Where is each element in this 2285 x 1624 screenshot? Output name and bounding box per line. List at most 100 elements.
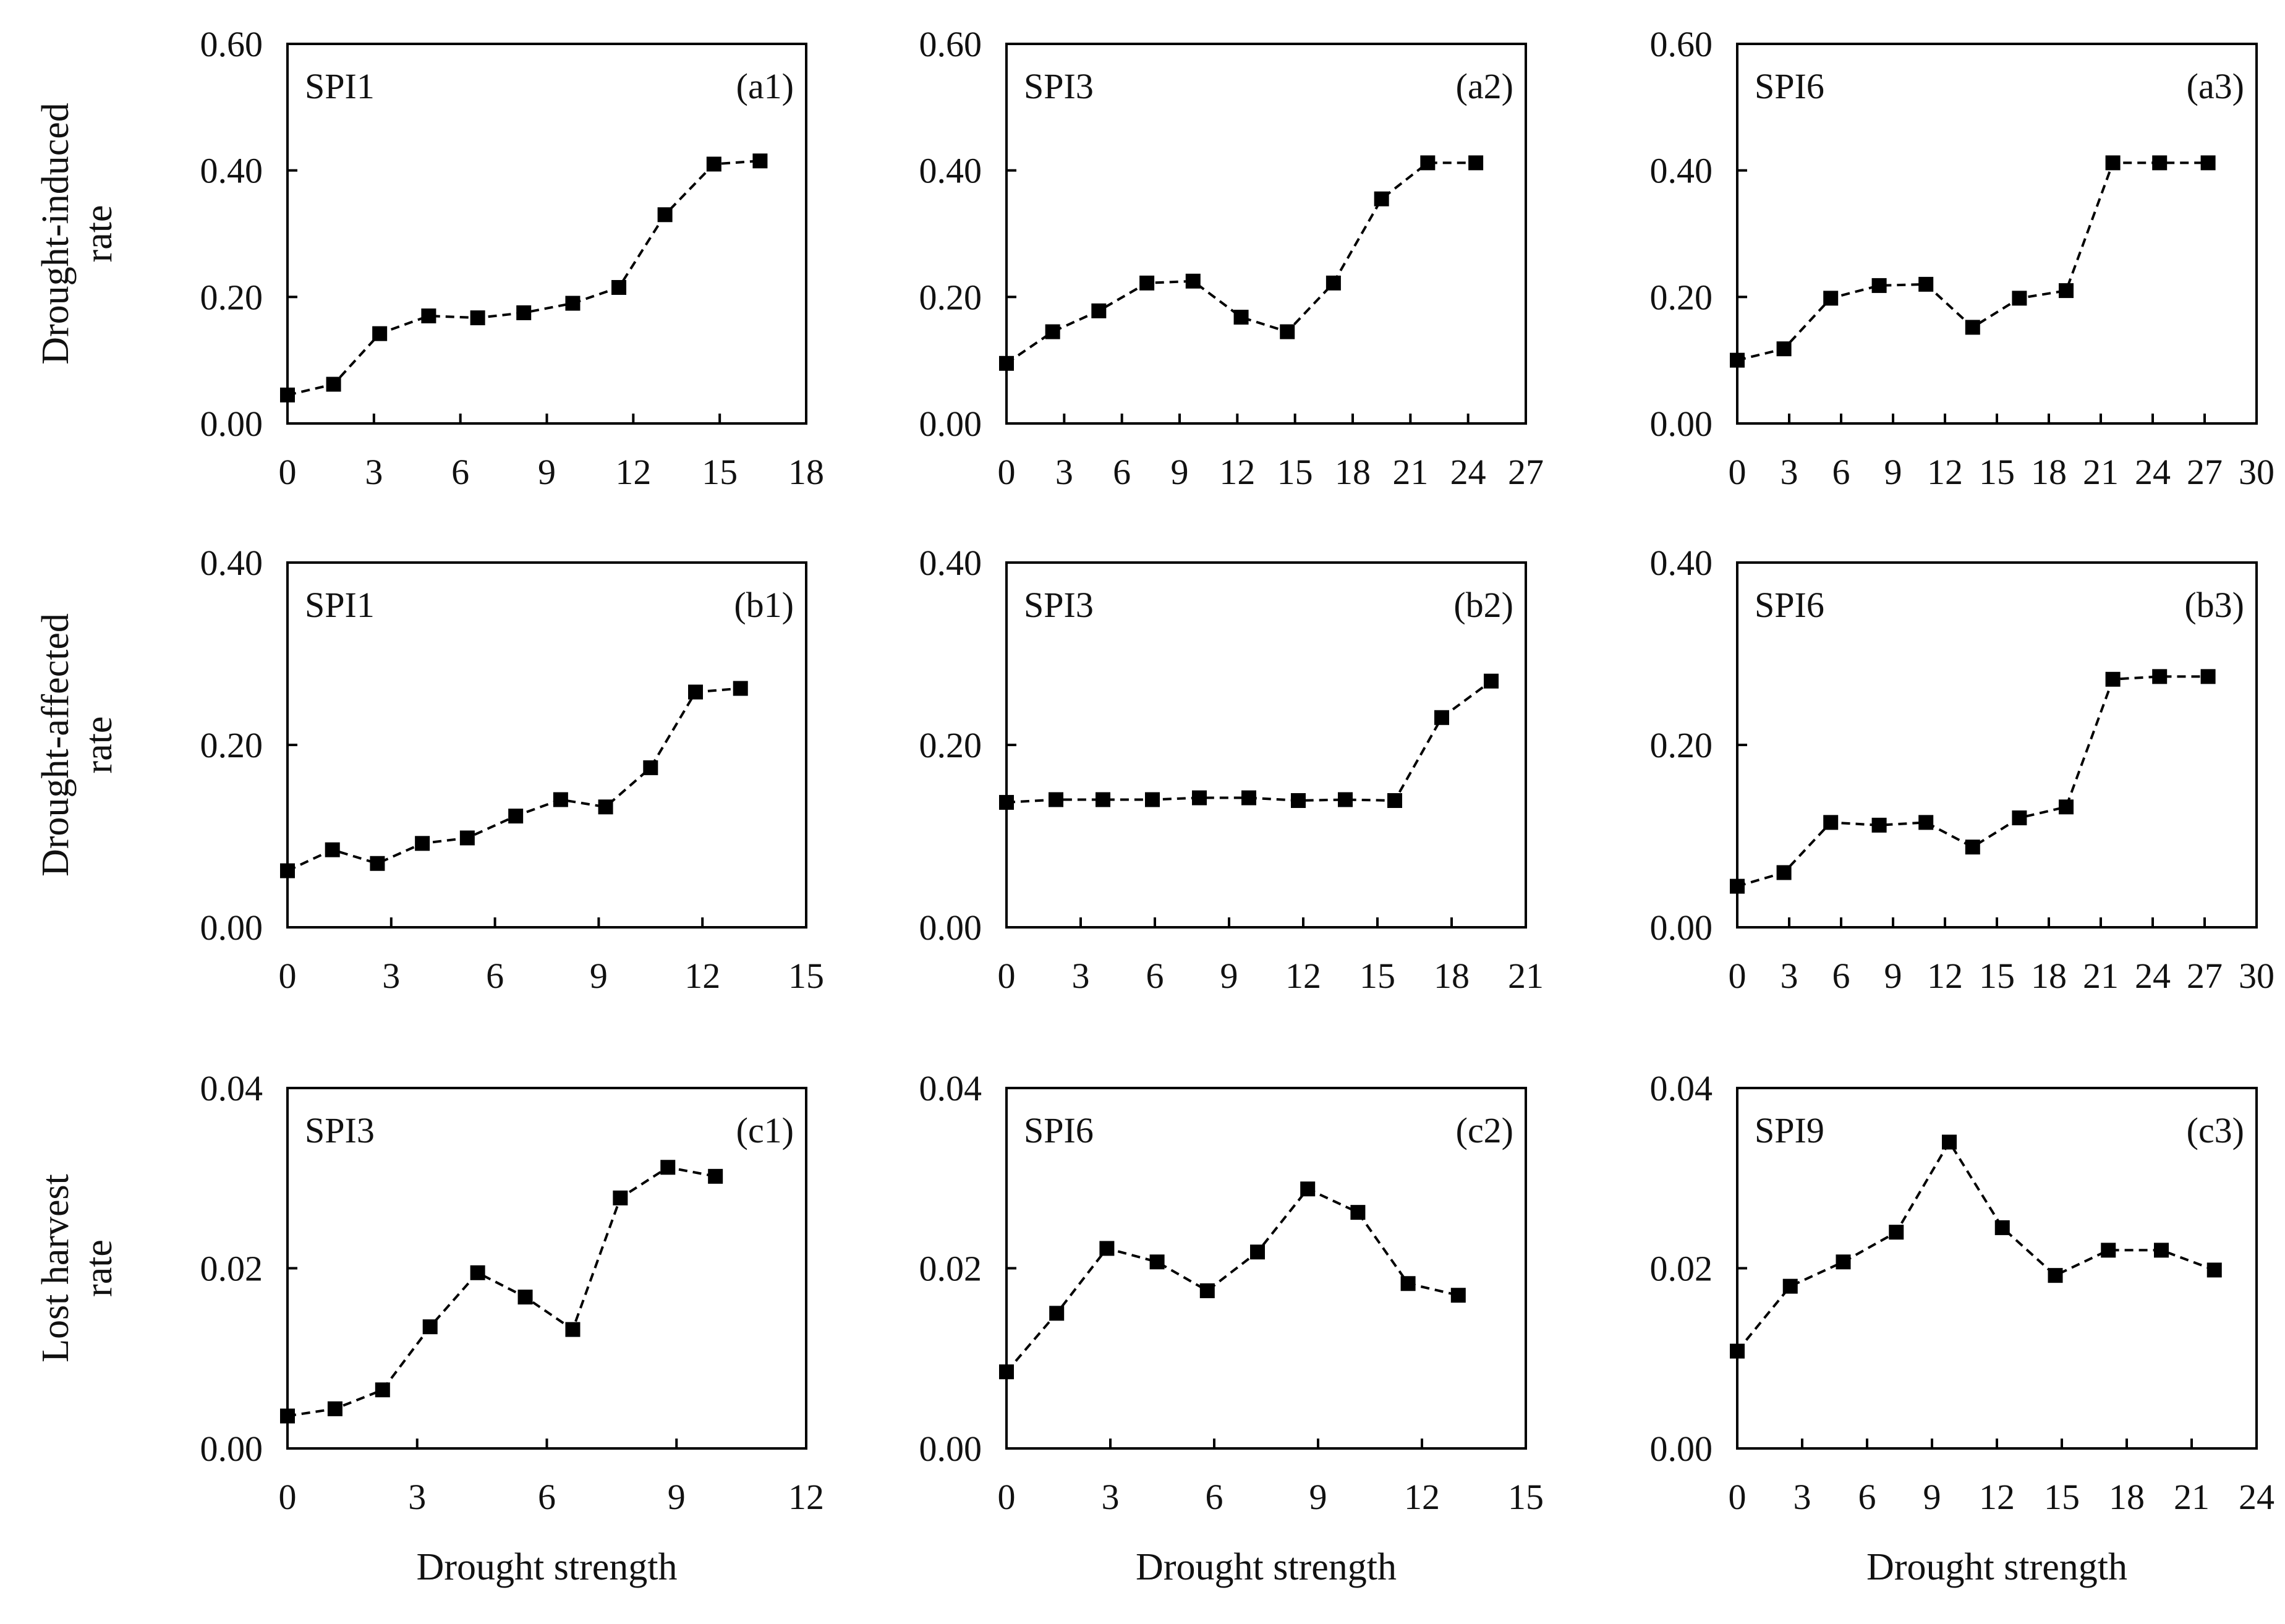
x-tick-label: 9 [1220,956,1238,996]
x-tick-label: 0 [998,956,1016,996]
data-point [1192,790,1207,806]
data-point [613,1190,628,1205]
y-tick-label: 0.60 [200,24,263,64]
data-point [372,326,388,341]
data-point [2012,810,2027,825]
data-point [459,830,475,846]
data-point [1149,1254,1165,1270]
data-point [1387,793,1402,808]
x-tick-label: 9 [1923,1477,1941,1517]
x-tick-label: 6 [1858,1477,1876,1517]
x-tick-label: 6 [486,956,504,996]
panel-id-label: (a1) [736,66,794,106]
x-tick-label: 6 [538,1477,556,1517]
data-point [1049,792,1063,807]
data-point [553,792,568,807]
data-point [327,1401,343,1416]
x-tick-label: 6 [1113,452,1131,492]
data-point [2048,1268,2063,1283]
x-tick-label: 0 [279,452,297,492]
y-tick-label: 0.40 [1650,543,1713,583]
data-point [421,308,436,324]
data-point [1889,1225,1904,1240]
y-tick-label: 0.00 [1650,404,1713,444]
panel-b1: 0 3 6 9 12 15 0.00 0.20 0.40 SPI1 (b1) [200,543,825,996]
x-tick-label: 12 [1927,956,1963,996]
y-tick-label: 0.40 [919,151,982,191]
x-tick-label: 0 [998,1477,1016,1517]
data-point [706,156,721,172]
panel-id-label: (a2) [1456,66,1513,106]
data-point [999,355,1014,371]
y-tick-label: 0.20 [919,277,982,317]
data-point [1730,878,1745,894]
x-tick-label: 30 [2239,452,2274,492]
x-tick-label: 9 [590,956,608,996]
data-point [2105,671,2121,687]
panel-id-label: (c3) [2187,1110,2244,1150]
y-tick-label: 0.40 [1650,151,1713,191]
data-point [2152,155,2168,171]
y-tick-label: 0.00 [919,908,982,948]
data-point [470,310,485,326]
x-tick-label: 12 [1219,452,1255,492]
x-tick-label: 12 [684,956,720,996]
data-point [326,376,341,392]
y-tick-label: 0.00 [200,908,263,948]
data-point [1280,324,1295,339]
x-tick-label: 3 [1072,956,1090,996]
data-point [611,279,627,295]
data-point [1918,815,1934,830]
data-point [1942,1134,1957,1150]
x-tick-label: 24 [2135,452,2171,492]
x-tick-label: 21 [2174,1477,2210,1517]
y-tick-label: 0.02 [1650,1249,1713,1289]
index-label: SPI3 [305,1110,375,1150]
x-tick-label: 3 [408,1477,426,1517]
y-tick-label: 0.20 [1650,725,1713,765]
index-label: SPI3 [1024,66,1094,106]
x-tick-label: 15 [1277,452,1313,492]
panel-c1: 0 3 6 9 12 0.00 0.02 0.04 SPI3 (c1) [200,1068,825,1517]
data-point [470,1265,485,1280]
y-tick-label: 0.40 [200,543,263,583]
data-point [1965,840,1980,855]
x-tick-label: 9 [668,1477,686,1517]
data-point [1325,275,1341,291]
panel-c2: 0 3 6 9 12 15 0.00 0.02 0.04 SPI6 (c2) [919,1068,1544,1517]
panel-id-label: (b3) [2184,585,2244,625]
x-tick-label: 24 [2135,956,2171,996]
data-point [2059,799,2074,815]
x-tick-label: 27 [2187,956,2223,996]
data-point [370,856,385,871]
series-line [287,159,760,396]
data-point [1782,1278,1798,1294]
row-ylabel-line: Drought-affected [35,613,77,877]
x-tick-label: 0 [1729,452,1747,492]
data-point [999,794,1014,810]
data-point [1049,1306,1065,1321]
y-tick-label: 0.20 [919,725,982,765]
x-tick-label: 24 [2239,1477,2274,1517]
x-tick-label: 6 [1832,956,1850,996]
data-point [1994,1220,2010,1235]
data-point [1468,155,1484,171]
data-point [1350,1205,1366,1220]
y-tick-label: 0.20 [200,277,263,317]
data-point [1139,275,1155,291]
data-point [1045,324,1060,339]
y-tick-label: 0.60 [919,24,982,64]
panel-b3: 0 3 6 9 12 15 18 21 24 27 30 0.00 0.20 0.40 SPI6 (b3) [1650,543,2275,996]
x-tick-label: 18 [1434,956,1470,996]
data-point [375,1382,390,1398]
data-point [1145,792,1160,807]
series-line [1006,680,1492,804]
x-tick-label: 6 [451,452,469,492]
row-ylabel: Lost harvestrate [35,1174,120,1363]
data-point [1836,1254,1851,1270]
x-tick-label: 9 [1171,452,1189,492]
data-point [1185,273,1201,289]
data-point [1338,792,1353,807]
